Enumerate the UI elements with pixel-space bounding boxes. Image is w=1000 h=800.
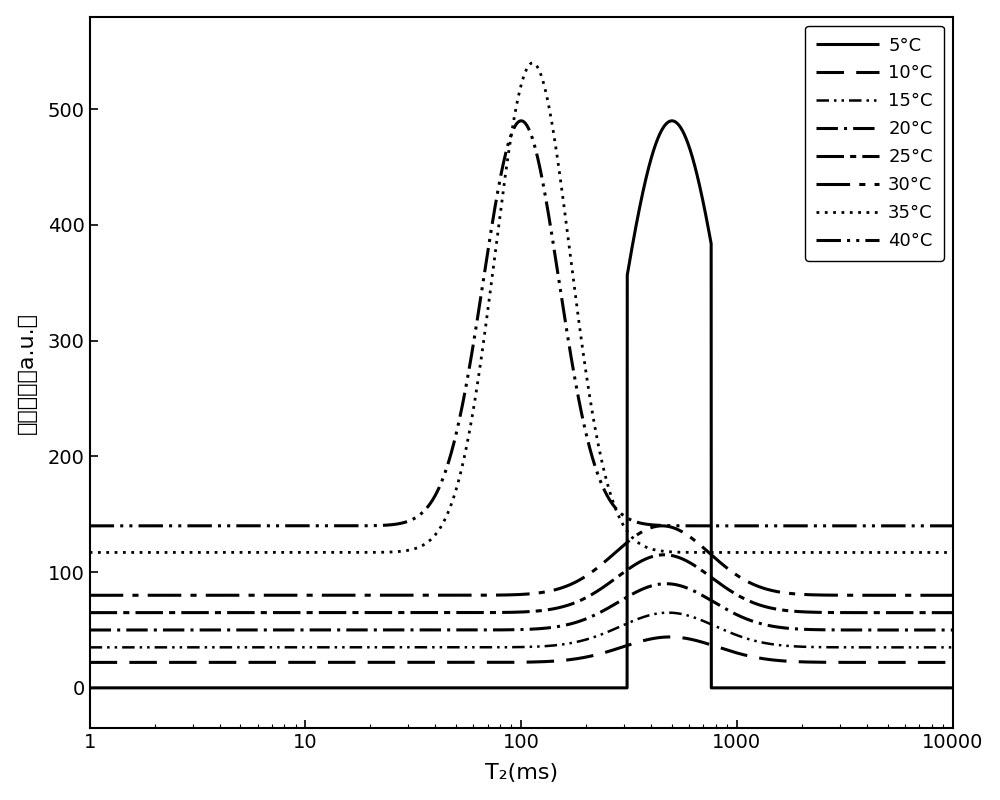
- 5°C: [901, 683, 913, 693]
- 25°C: [947, 608, 959, 618]
- Line: 20°C: 20°C: [90, 584, 953, 630]
- 30°C: [84, 590, 96, 600]
- 15°C: [88, 642, 100, 652]
- 15°C: [662, 608, 674, 618]
- 40°C: [947, 521, 959, 530]
- 10°C: [901, 658, 913, 667]
- 20°C: [253, 625, 265, 634]
- Line: 15°C: 15°C: [90, 613, 953, 647]
- 25°C: [658, 550, 670, 559]
- 35°C: [135, 548, 147, 558]
- 5°C: [947, 683, 959, 693]
- Y-axis label: 信号强度（a.u.）: 信号强度（a.u.）: [17, 311, 37, 434]
- 35°C: [253, 548, 265, 558]
- 10°C: [253, 658, 265, 667]
- X-axis label: T₂(ms): T₂(ms): [485, 763, 558, 783]
- 30°C: [901, 590, 913, 600]
- 15°C: [947, 642, 959, 652]
- 10°C: [84, 658, 96, 667]
- 25°C: [135, 608, 147, 618]
- 15°C: [119, 642, 131, 652]
- 35°C: [527, 58, 539, 68]
- 40°C: [253, 521, 265, 530]
- Line: 10°C: 10°C: [90, 637, 953, 662]
- 40°C: [135, 521, 147, 530]
- 35°C: [88, 548, 100, 558]
- 30°C: [506, 590, 518, 600]
- 5°C: [88, 683, 100, 693]
- Line: 5°C: 5°C: [90, 121, 953, 688]
- 15°C: [253, 642, 265, 652]
- 5°C: [84, 683, 96, 693]
- 40°C: [84, 521, 96, 530]
- 25°C: [506, 607, 518, 617]
- 30°C: [88, 590, 100, 600]
- 25°C: [901, 608, 913, 618]
- 10°C: [506, 658, 518, 667]
- 15°C: [84, 642, 96, 652]
- 25°C: [253, 608, 265, 618]
- 30°C: [656, 521, 668, 530]
- 20°C: [135, 625, 147, 634]
- 5°C: [135, 683, 147, 693]
- 5°C: [506, 683, 518, 693]
- 25°C: [88, 608, 100, 618]
- 40°C: [515, 116, 527, 126]
- 40°C: [119, 521, 131, 530]
- 20°C: [506, 625, 518, 634]
- 5°C: [253, 683, 265, 693]
- 15°C: [135, 642, 147, 652]
- 20°C: [660, 579, 672, 589]
- 35°C: [901, 548, 913, 558]
- 35°C: [506, 129, 518, 138]
- 35°C: [84, 548, 96, 558]
- Line: 25°C: 25°C: [90, 554, 953, 613]
- 5°C: [666, 116, 678, 126]
- 15°C: [506, 642, 518, 652]
- 10°C: [119, 658, 131, 667]
- 30°C: [253, 590, 265, 600]
- 20°C: [947, 625, 959, 634]
- 10°C: [664, 632, 676, 642]
- 35°C: [947, 548, 959, 558]
- 20°C: [119, 625, 131, 634]
- Legend: 5°C, 10°C, 15°C, 20°C, 25°C, 30°C, 35°C, 40°C: 5°C, 10°C, 15°C, 20°C, 25°C, 30°C, 35°C,…: [805, 26, 944, 261]
- 15°C: [901, 642, 913, 652]
- Line: 40°C: 40°C: [90, 121, 953, 526]
- 40°C: [901, 521, 913, 530]
- 40°C: [88, 521, 100, 530]
- 35°C: [119, 548, 131, 558]
- 40°C: [506, 129, 518, 138]
- Line: 30°C: 30°C: [90, 526, 953, 595]
- 30°C: [947, 590, 959, 600]
- 25°C: [84, 608, 96, 618]
- 5°C: [119, 683, 131, 693]
- 20°C: [88, 625, 100, 634]
- 20°C: [84, 625, 96, 634]
- 30°C: [135, 590, 147, 600]
- 10°C: [88, 658, 100, 667]
- Line: 35°C: 35°C: [90, 63, 953, 553]
- 10°C: [135, 658, 147, 667]
- 30°C: [119, 590, 131, 600]
- 25°C: [119, 608, 131, 618]
- 10°C: [947, 658, 959, 667]
- 20°C: [901, 625, 913, 634]
